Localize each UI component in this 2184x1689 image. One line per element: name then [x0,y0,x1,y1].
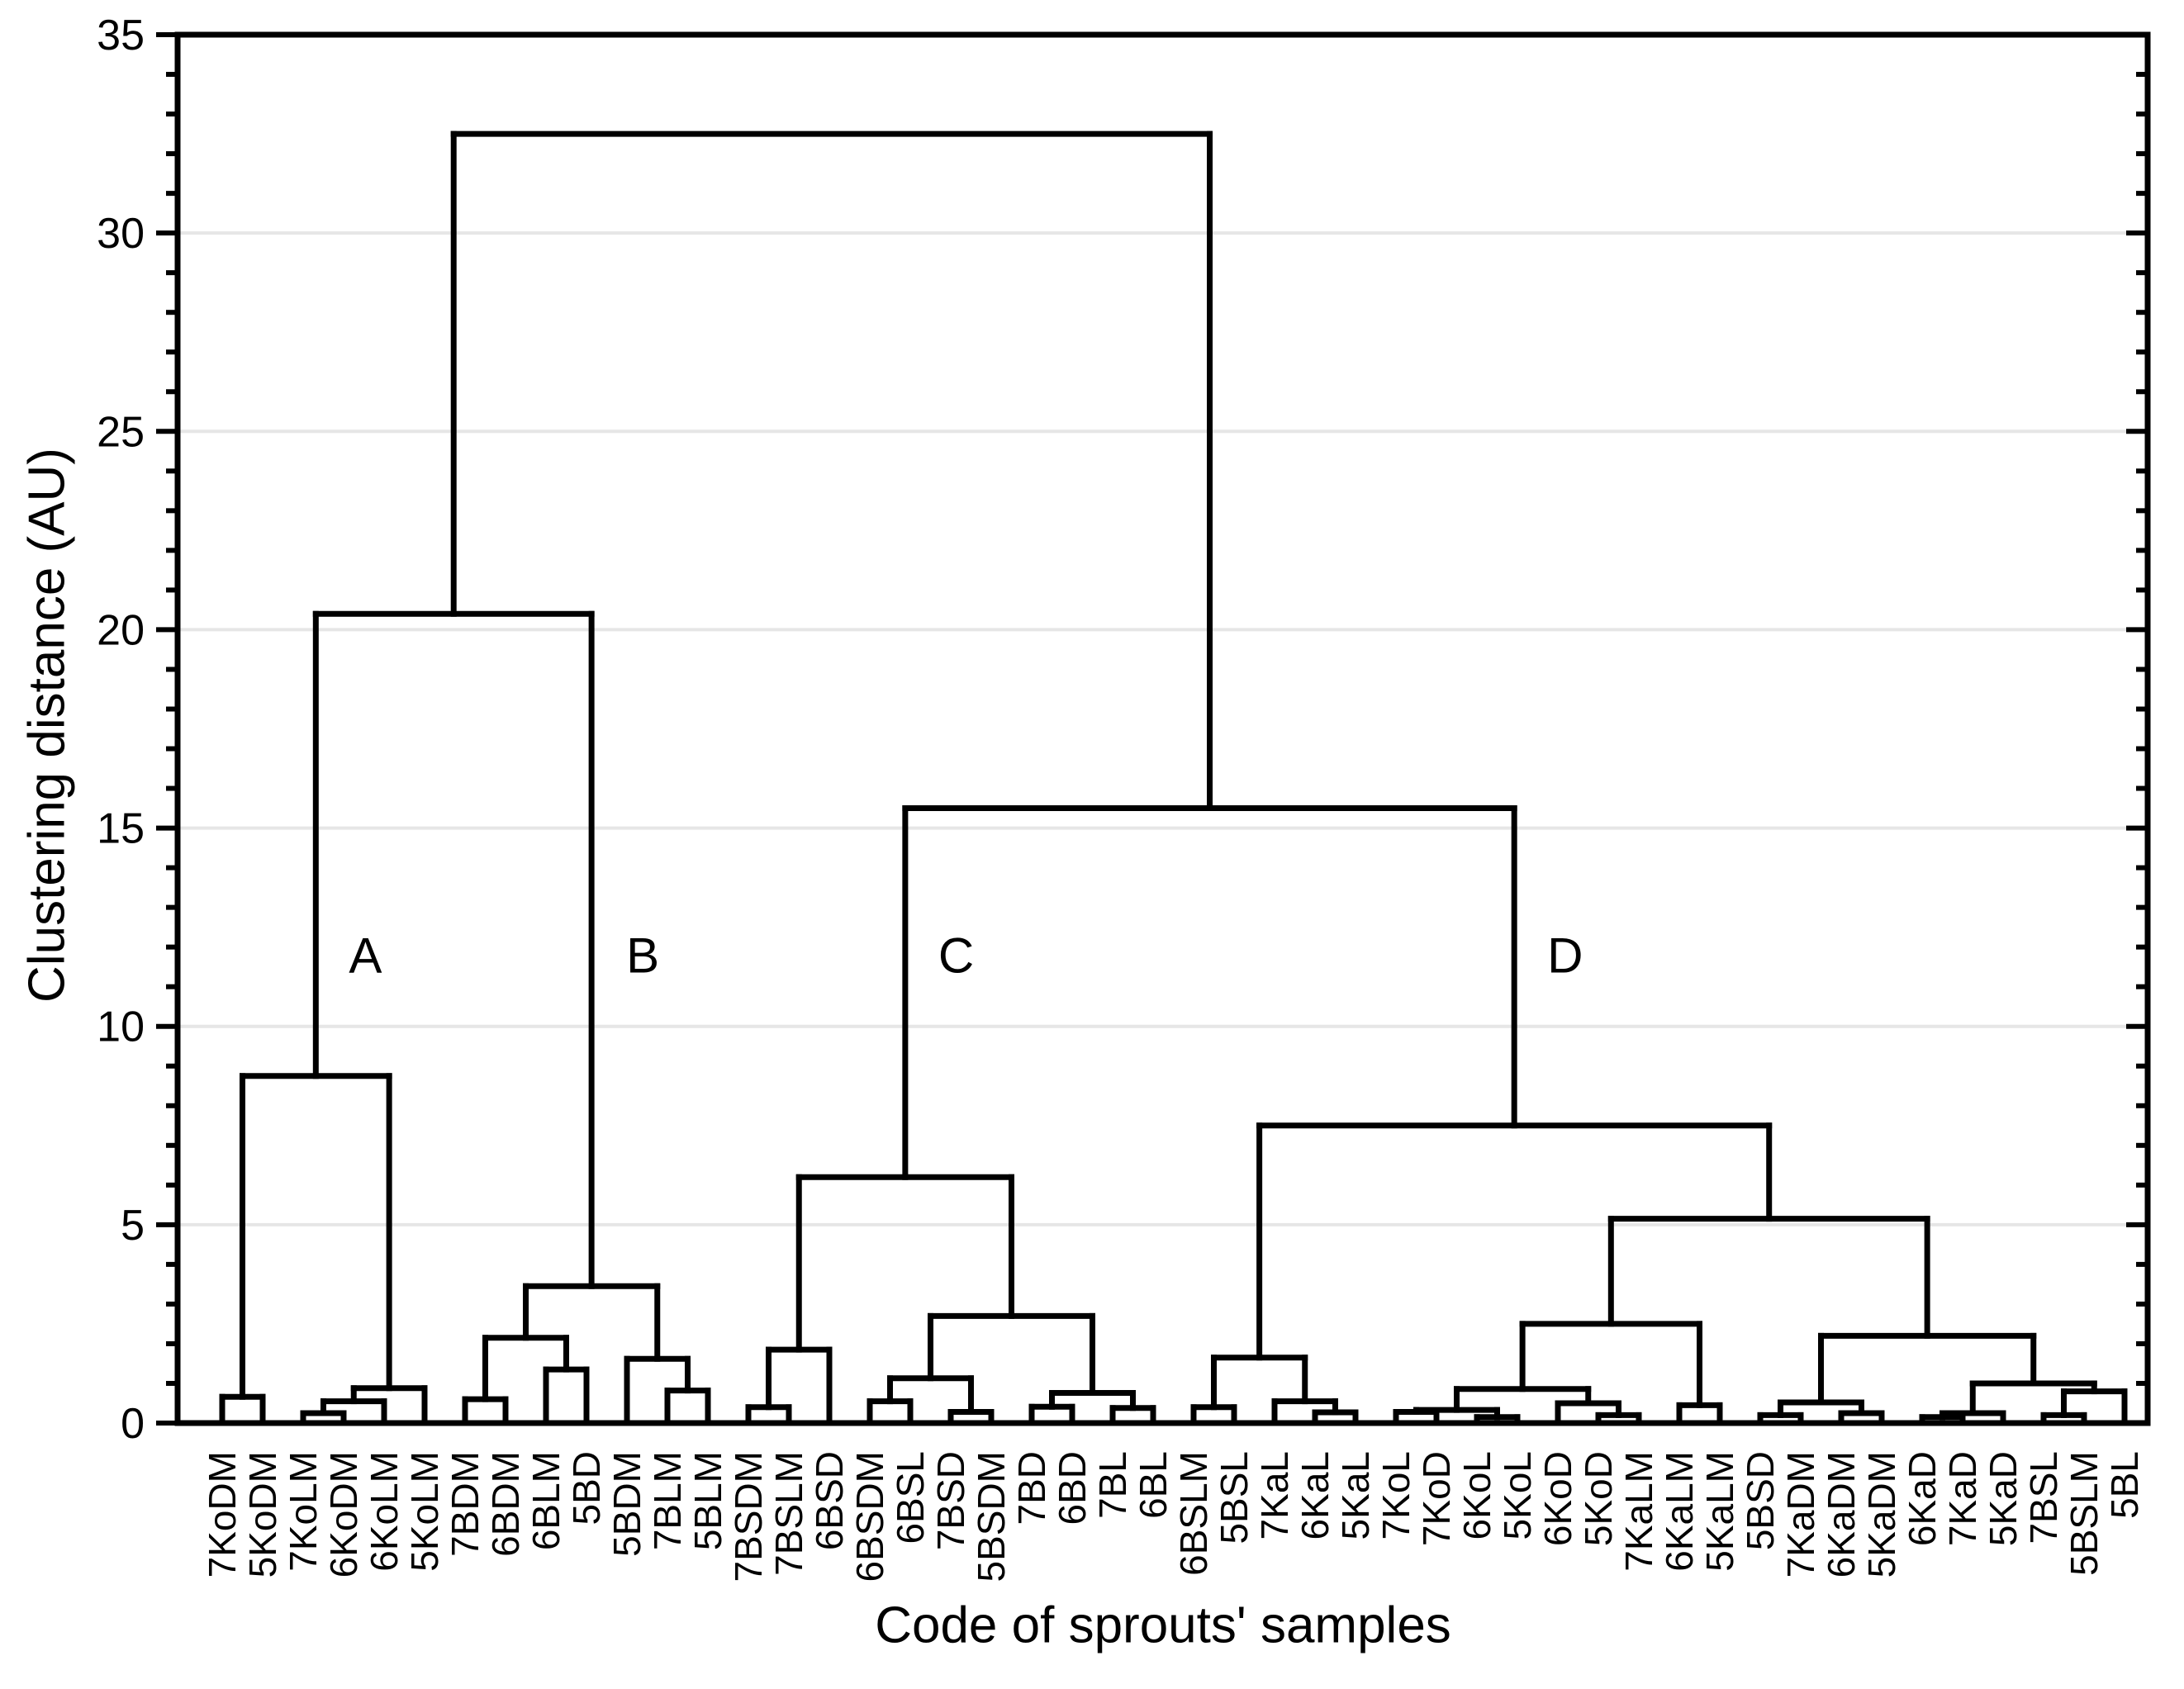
leaf-label: 5BSDM [970,1451,1013,1582]
y-tick-label: 10 [97,1003,145,1051]
leaf-label: 6KaDM [1820,1451,1863,1578]
leaf-label: 6BDM [484,1451,527,1557]
leaf-label: 7BLM [646,1451,689,1550]
leaf-label: 7BSDM [727,1451,770,1582]
leaf-label: 5BD [565,1451,608,1525]
cluster-label-C: C [938,928,974,983]
leaf-label: 5BLM [686,1451,729,1550]
leaf-label: 7BSD [929,1451,972,1550]
leaf-label: 7KoLM [282,1451,325,1572]
leaf-label: 7BSL [2022,1451,2065,1544]
cluster-label-D: D [1547,928,1583,983]
leaf-label: 7KoD [1415,1451,1458,1546]
y-tick-label: 5 [121,1202,145,1250]
leaf-label: 6BSD [808,1451,851,1550]
leaf-label: 7BDM [444,1451,487,1557]
y-tick-label: 25 [97,408,145,456]
leaf-label: 5KoD [1577,1451,1620,1546]
leaf-label: 5KaLM [1698,1451,1741,1572]
cluster-label-A: A [349,928,382,983]
leaf-label: 6KaLM [1658,1451,1701,1572]
dendrogram-links [219,130,2128,1426]
leaf-label: 5KoLM [403,1451,446,1572]
leaf-label: 7KaDM [1779,1451,1822,1578]
y-tick-label: 0 [121,1400,145,1448]
leaf-label: 7KoL [1374,1451,1417,1540]
leaf-label: 6KoL [1455,1451,1498,1540]
leaf-label: 6KaL [1294,1451,1337,1540]
leaf-label: 7KaLM [1617,1451,1660,1572]
leaf-label: 6BLM [525,1451,567,1550]
leaf-label: 6KoDM [322,1451,365,1578]
leaf-label: 6KoD [1536,1451,1579,1546]
leaf-label: 5KaDM [1860,1451,1903,1578]
leaf-label: 5BL [2103,1451,2146,1519]
leaf-label: 7BSLM [767,1451,810,1576]
leaf-label: 7BD [1010,1451,1053,1525]
plot-frame [174,31,2151,1426]
y-tick-label: 35 [97,12,145,59]
y-tick-label: 20 [97,606,145,654]
leaf-label: 7BL [1091,1451,1134,1519]
leaf-label: 5KoDM [241,1451,284,1578]
leaf-label: 7KoDM [201,1451,244,1578]
leaf-label: 5BDM [605,1451,648,1557]
leaf-label: 6BSL [889,1451,932,1544]
cluster-label-B: B [626,928,659,983]
leaf-label: 6BL [1132,1451,1175,1519]
leaf-label: 5KaD [1982,1451,2025,1546]
y-axis-title: Clustering distance (AU) [18,448,76,1003]
leaf-label: 5BSL [1213,1451,1256,1544]
leaf-label: 7KaD [1941,1451,1984,1546]
x-axis-title: Code of sprouts' samples [875,1596,1451,1654]
leaf-label: 6BSDM [848,1451,891,1582]
leaf-label: 5BSLM [2063,1451,2106,1576]
leaf-label: 7KaL [1253,1451,1296,1540]
y-tick-label: 30 [97,210,145,258]
leaf-label: 5KoL [1496,1451,1539,1540]
leaf-label: 6BSLM [1172,1451,1215,1576]
y-tick-label: 15 [97,805,145,853]
leaf-label: 6KaD [1901,1451,1944,1546]
leaf-label: 6BD [1051,1451,1094,1525]
leaf-label: 5BSD [1739,1451,1782,1550]
leaf-label: 5KaL [1334,1451,1377,1540]
leaf-label: 6KoLM [363,1451,406,1572]
